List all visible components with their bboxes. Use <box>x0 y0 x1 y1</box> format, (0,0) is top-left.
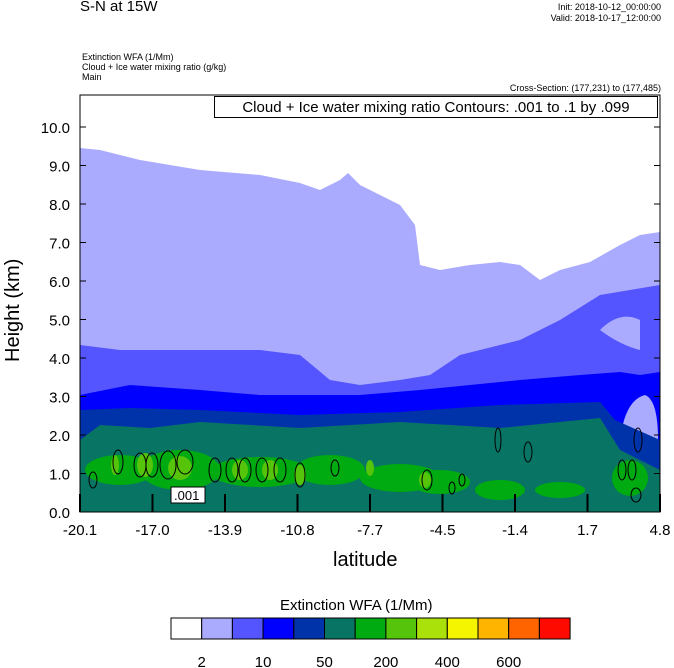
colorbar-swatch <box>231 617 264 640</box>
colorbar-label: 10 <box>255 654 272 668</box>
colorbar-swatch <box>508 617 540 640</box>
colorbar-swatch <box>170 617 203 640</box>
cloud-ice-contour <box>273 457 287 483</box>
extinction-green-patch <box>410 470 470 494</box>
extinction-lightgreen-patch <box>232 460 248 480</box>
extinction-lightgreen-patch <box>419 472 431 488</box>
y-tick-label: 4.0 <box>49 351 70 368</box>
cloud-ice-contour <box>633 427 643 453</box>
colorbar-swatch <box>477 617 510 640</box>
x-tick-label: -17.0 <box>135 522 169 539</box>
x-tick-label: -1.4 <box>502 522 528 539</box>
cloud-ice-contour <box>627 459 637 481</box>
y-tick-label: 2.0 <box>49 428 70 445</box>
colorbar-swatch <box>538 617 571 640</box>
colorbar-swatch <box>201 617 233 640</box>
cloud-ice-contour <box>523 441 533 463</box>
y-tick-label: 5.0 <box>49 313 70 330</box>
extinction-lightgreen-patch <box>168 456 192 480</box>
colorbar-label: 400 <box>435 654 460 668</box>
x-tick-label: 1.7 <box>577 522 598 539</box>
y-tick-label: 3.0 <box>49 390 70 407</box>
cloud-ice-contour <box>494 427 502 453</box>
cloud-ice-contour <box>330 459 340 477</box>
colorbar-label: 2 <box>198 654 206 668</box>
extinction-lightgreen-patch <box>262 460 278 480</box>
extinction-green-patch <box>535 482 585 498</box>
cloud-ice-contour <box>208 457 222 483</box>
field-label-2: Cloud + Ice water mixing ratio (g/kg) <box>82 62 227 72</box>
cloud-ice-contour <box>176 449 194 475</box>
cloud-ice-contour <box>159 450 177 480</box>
x-tick-label: -4.5 <box>430 522 456 539</box>
colorbar-swatch <box>262 617 295 640</box>
x-tick-label: -7.7 <box>357 522 383 539</box>
cloud-ice-contour <box>255 457 269 483</box>
y-tick-label: 8.0 <box>49 197 70 214</box>
colorbar-swatch <box>416 617 448 640</box>
colorbar-label: 200 <box>373 654 398 668</box>
field-label-1: Extinction WFA (1/Mm) <box>82 52 174 62</box>
contour-info-box: Cloud + Ice water mixing ratio Contours:… <box>214 96 658 118</box>
y-tick-label: 6.0 <box>49 274 70 291</box>
init-time: Init: 2018-10-12_00:00:00 <box>557 2 661 12</box>
y-axis-label: Height (km) <box>2 258 24 362</box>
extinction-lightgreen-patch <box>137 453 153 477</box>
cloud-ice-contour <box>617 459 627 481</box>
plot-title: S-N at 15W <box>80 0 158 15</box>
cloud-ice-contour <box>145 452 159 478</box>
cloud-ice-contour <box>458 473 466 487</box>
x-tick-label: -13.9 <box>208 522 242 539</box>
extinction-green-patch <box>475 480 525 500</box>
cloud-ice-contour <box>630 487 642 503</box>
cross-section-label: Cross-Section: (177,231) to (177,485) <box>509 83 661 93</box>
colorbar-swatch <box>446 617 479 640</box>
y-tick-label: 0.0 <box>49 505 70 522</box>
cloud-ice-contour <box>88 471 98 489</box>
colorbar-swatch <box>324 617 356 640</box>
field-label-3: Main <box>82 72 102 82</box>
extinction-lightgreen-patch <box>294 465 306 485</box>
y-tick-label: 10.0 <box>41 120 70 137</box>
x-axis-label: latitude <box>333 549 398 571</box>
colorbar-label: 600 <box>496 654 521 668</box>
cloud-ice-contour <box>112 449 124 475</box>
x-tick-label: -20.1 <box>63 522 97 539</box>
contour-label: .001 <box>174 488 199 503</box>
extinction-green-patch <box>295 455 365 485</box>
cloud-ice-contour <box>225 457 239 483</box>
colorbar-swatch <box>293 617 325 640</box>
cloud-ice-contour <box>421 469 433 491</box>
colorbar-label: 50 <box>316 654 333 668</box>
colorbar-title: Extinction WFA (1/Mm) <box>280 597 433 614</box>
x-tick-label: -10.8 <box>280 522 314 539</box>
colorbar-swatch <box>385 617 418 640</box>
extinction-lightgreen-patch <box>366 460 374 476</box>
valid-time: Valid: 2018-10-17_12:00:00 <box>550 13 661 23</box>
contour-label-box <box>170 486 206 504</box>
cloud-ice-contour <box>448 481 456 495</box>
cloud-ice-contour <box>294 462 306 488</box>
cloud-ice-contour <box>238 457 252 483</box>
y-tick-label: 9.0 <box>49 159 70 176</box>
y-tick-label: 1.0 <box>49 467 70 484</box>
y-tick-label: 7.0 <box>49 236 70 253</box>
colorbar-swatch <box>354 617 387 640</box>
extinction-pocket <box>600 316 640 350</box>
x-tick-label: 4.8 <box>650 522 671 539</box>
